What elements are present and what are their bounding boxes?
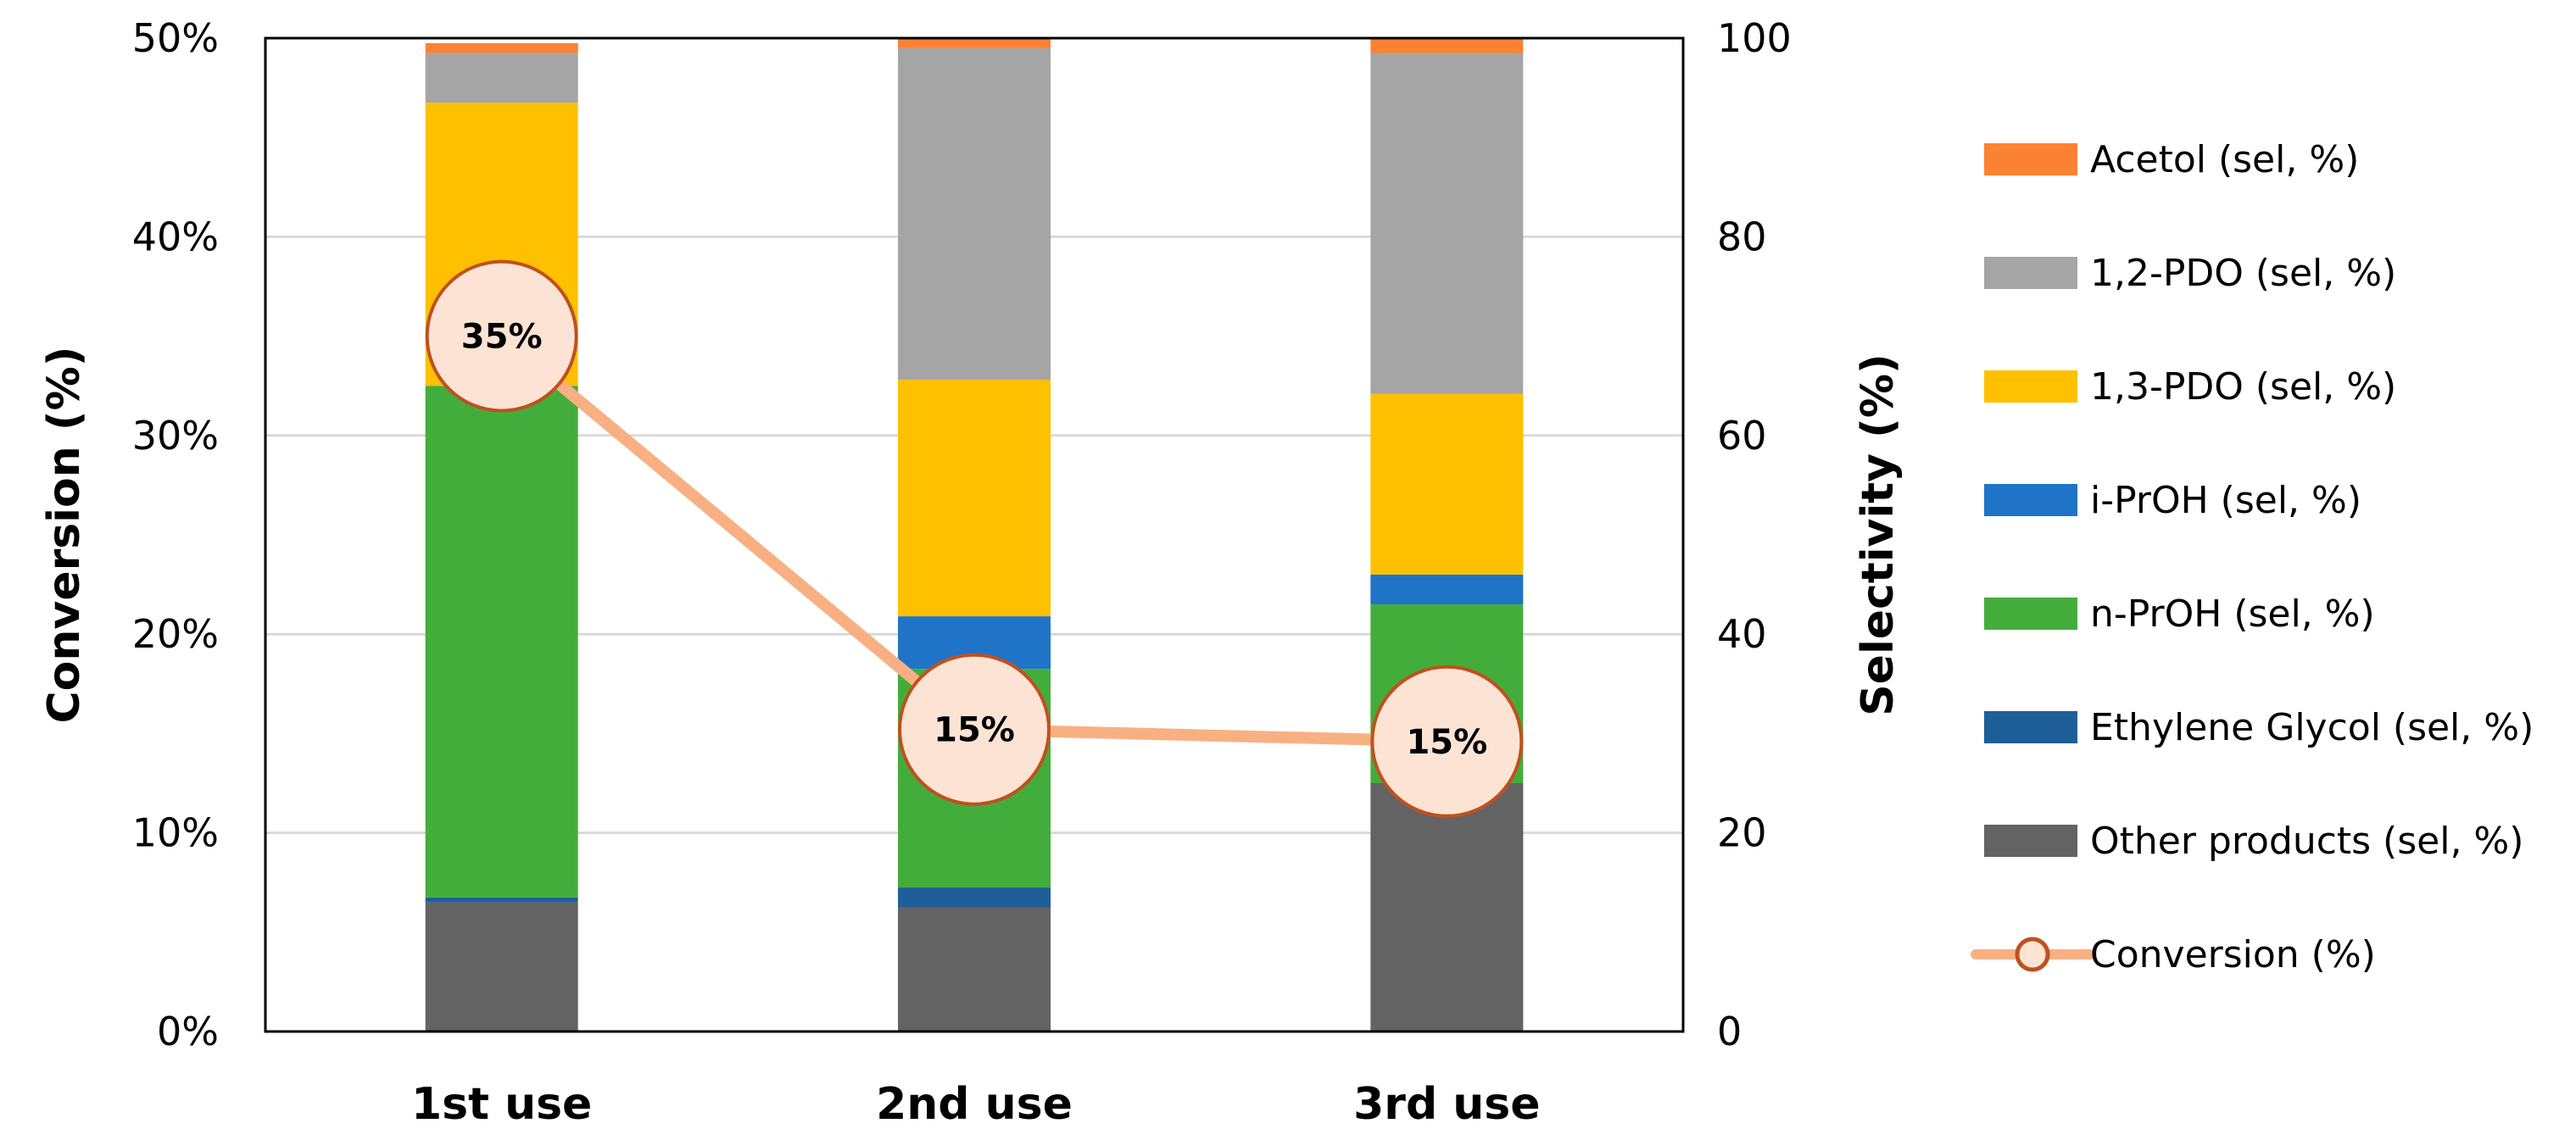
category-label: 1st use [411, 1079, 592, 1130]
bar-segment [1370, 393, 1524, 575]
left-axis-title: Conversion (%) [39, 347, 90, 724]
bar-segment [898, 907, 1051, 1032]
right-tick-label: 80 [1717, 214, 1767, 259]
right-axis-title: Selectivity (%) [1853, 353, 1904, 716]
right-axis-ticks: 0 20 40 60 80 100 [1717, 15, 1792, 1054]
left-tick-label: 0% [157, 1009, 219, 1054]
category-labels: 1st use 2nd use 3rd use [411, 1079, 1541, 1130]
bars [425, 38, 1524, 1032]
legend-swatch [1984, 257, 2077, 289]
left-tick-label: 10% [132, 810, 219, 856]
bar-segment [425, 902, 578, 1032]
conversion-data-label: 35% [461, 318, 543, 357]
legend-label: n-PrOH (sel, %) [2090, 592, 2375, 636]
plot-frame [264, 36, 1685, 1033]
conversion-marker [898, 653, 1051, 806]
right-tick-label: 40 [1717, 611, 1767, 657]
legend-label: i-PrOH (sel, %) [2090, 479, 2361, 522]
legend-label: 1,3-PDO (sel, %) [2090, 365, 2396, 409]
legend-swatch [1984, 825, 2077, 857]
bar-segment [1370, 53, 1524, 394]
category-label: 3rd use [1353, 1079, 1540, 1130]
bar-segment [898, 380, 1051, 617]
bar-segment [425, 42, 578, 53]
legend-swatch [1984, 484, 2077, 516]
legend-swatch [1984, 711, 2077, 743]
legend: Acetol (sel, %) 1,2-PDO (sel, %) 1,3-PDO (… [1971, 138, 2534, 976]
bar-segment [898, 38, 1051, 48]
right-tick-label: 60 [1717, 413, 1767, 459]
conversion-marker [425, 259, 578, 413]
legend-swatch [1984, 143, 2077, 175]
bar-segment [1370, 38, 1524, 53]
legend-marker [2015, 937, 2050, 972]
conversion-marker [1370, 665, 1524, 818]
bar-segment [898, 887, 1051, 908]
left-tick-label: 40% [132, 214, 219, 259]
conversion-data-label: 15% [934, 711, 1015, 750]
conversion-line: 35% 15% 15% [425, 259, 1524, 818]
bar-segment [425, 386, 578, 898]
bar-segment [898, 47, 1051, 381]
left-tick-label: 50% [132, 15, 219, 61]
category-label: 2nd use [876, 1079, 1073, 1130]
legend-label: Other products (sel, %) [2090, 820, 2523, 863]
bar-segment [425, 53, 578, 103]
legend-swatch [1984, 598, 2077, 630]
legend-label: Conversion (%) [2090, 933, 2376, 976]
legend-swatch [1984, 370, 2077, 403]
bar-segment [1370, 783, 1524, 1032]
legend-label: Acetol (sel, %) [2090, 138, 2359, 181]
right-tick-label: 100 [1717, 15, 1792, 61]
conversion-data-label: 15% [1406, 723, 1487, 762]
left-tick-label: 30% [132, 413, 219, 459]
left-tick-label: 20% [132, 611, 219, 657]
legend-label: Ethylene Glycol (sel, %) [2090, 706, 2534, 749]
right-tick-label: 20 [1717, 810, 1767, 856]
bar-segment [425, 897, 578, 903]
right-tick-label: 0 [1717, 1009, 1742, 1054]
legend-label: 1,2-PDO (sel, %) [2090, 252, 2396, 295]
left-axis-ticks: 0% 10% 20% 30% 40% 50% [132, 15, 219, 1054]
bar-segment [1370, 574, 1524, 605]
